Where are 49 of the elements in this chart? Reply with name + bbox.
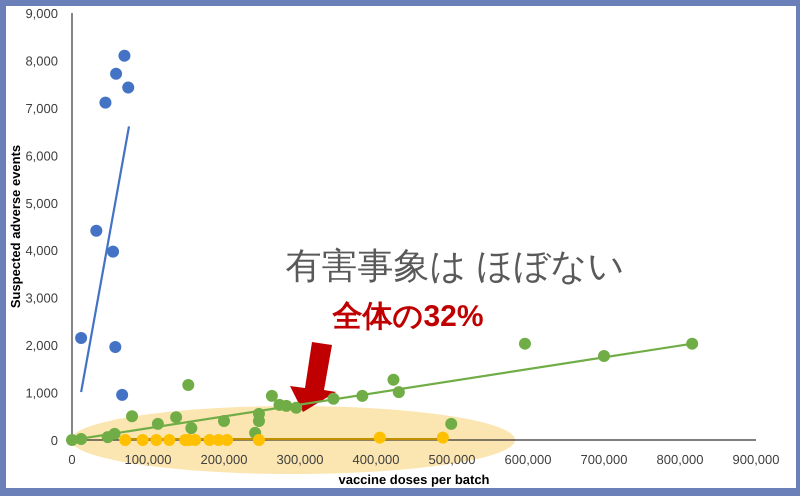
y-tick-label: 7,000 [25, 100, 58, 116]
point [374, 432, 386, 444]
y-tick-label: 5,000 [25, 196, 58, 211]
x-tick-label: 300,000 [276, 452, 324, 467]
x-tick-label: 700,000 [580, 452, 628, 467]
point [445, 418, 458, 430]
y-tick-label: 3,000 [25, 290, 58, 306]
y-tick-label: 4,000 [25, 243, 58, 258]
x-tick-label: 100,000 [124, 452, 172, 467]
point [110, 68, 122, 80]
y-tick-label: 1,000 [25, 386, 58, 401]
x-tick-label: 400,000 [352, 452, 400, 467]
point [107, 246, 120, 258]
point [436, 432, 449, 444]
y-tick-label: 9,000 [25, 6, 58, 21]
x-tick-label: 900,000 [732, 452, 780, 467]
point [252, 434, 265, 446]
x-tick-label: 500,000 [428, 452, 476, 467]
point [99, 96, 112, 109]
y-tick-label: 8,000 [25, 53, 58, 68]
point [221, 434, 234, 446]
x-tick-label: 0 [68, 452, 76, 467]
point [387, 374, 400, 386]
point [150, 434, 162, 446]
x-axis-title: vaccine doses per batch [338, 472, 490, 487]
point [163, 434, 176, 446]
point [90, 224, 102, 237]
y-tick-label: 0 [50, 433, 58, 448]
y-axis-title: Suspected adverse events [8, 144, 23, 308]
annotation: 有害事象は ほぼない [285, 245, 625, 286]
point [126, 410, 138, 422]
y-tick-label: 6,000 [25, 148, 58, 164]
point [266, 390, 278, 402]
point [518, 338, 531, 350]
point [119, 434, 132, 446]
point [109, 341, 122, 354]
annotation: 全体の32% [331, 300, 484, 333]
point [136, 434, 149, 446]
point [118, 50, 130, 62]
point [116, 388, 128, 401]
point [122, 81, 134, 94]
point [185, 422, 198, 434]
y-tick-label: 2,000 [25, 338, 58, 354]
x-tick-label: 200,000 [200, 452, 248, 467]
x-tick-label: 600,000 [504, 452, 552, 467]
x-tick-label: 800,000 [656, 452, 704, 467]
point [170, 411, 182, 424]
point [75, 332, 88, 344]
point [182, 378, 194, 391]
